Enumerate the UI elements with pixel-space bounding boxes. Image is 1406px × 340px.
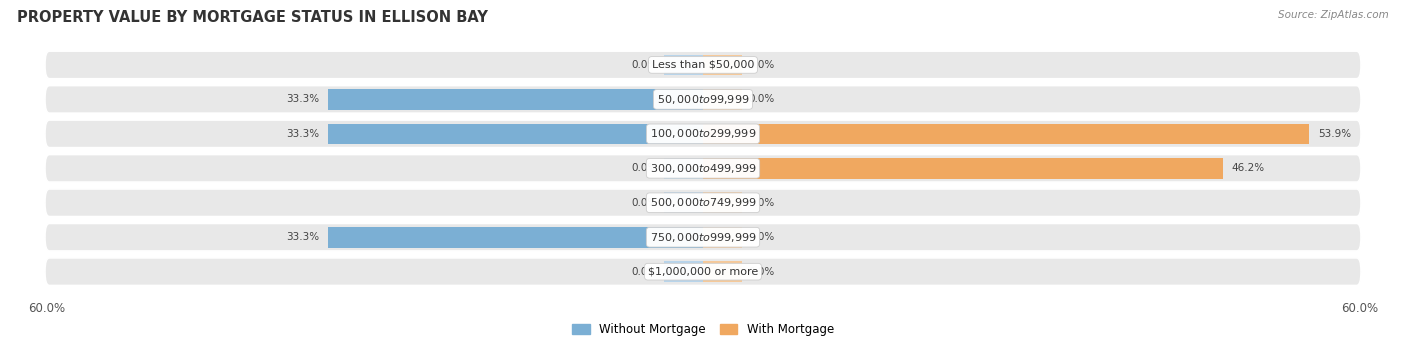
Text: $100,000 to $299,999: $100,000 to $299,999 (650, 128, 756, 140)
FancyBboxPatch shape (45, 120, 1361, 148)
Text: 0.0%: 0.0% (748, 267, 775, 277)
Bar (703, 261, 742, 282)
Text: $50,000 to $99,999: $50,000 to $99,999 (657, 93, 749, 106)
Text: PROPERTY VALUE BY MORTGAGE STATUS IN ELLISON BAY: PROPERTY VALUE BY MORTGAGE STATUS IN ELL… (17, 10, 488, 25)
Bar (329, 89, 703, 110)
Text: 0.0%: 0.0% (631, 163, 658, 173)
Text: 33.3%: 33.3% (287, 129, 319, 139)
Bar (329, 123, 703, 144)
Bar (703, 192, 742, 213)
Bar (703, 89, 742, 110)
Text: $750,000 to $999,999: $750,000 to $999,999 (650, 231, 756, 244)
Text: 0.0%: 0.0% (631, 60, 658, 70)
Text: 0.0%: 0.0% (631, 267, 658, 277)
FancyBboxPatch shape (45, 86, 1361, 113)
Text: 0.0%: 0.0% (748, 95, 775, 104)
Text: 53.9%: 53.9% (1319, 129, 1351, 139)
FancyBboxPatch shape (45, 189, 1361, 217)
Text: 0.0%: 0.0% (748, 232, 775, 242)
Text: 0.0%: 0.0% (748, 60, 775, 70)
FancyBboxPatch shape (45, 258, 1361, 286)
Text: Less than $50,000: Less than $50,000 (652, 60, 754, 70)
Text: 0.0%: 0.0% (748, 198, 775, 208)
FancyBboxPatch shape (45, 154, 1361, 182)
Bar (329, 227, 703, 248)
Text: 60.0%: 60.0% (28, 302, 65, 315)
FancyBboxPatch shape (45, 51, 1361, 79)
Text: Source: ZipAtlas.com: Source: ZipAtlas.com (1278, 10, 1389, 20)
Text: 60.0%: 60.0% (1341, 302, 1378, 315)
Bar (664, 158, 703, 178)
Text: 0.0%: 0.0% (631, 198, 658, 208)
Bar (664, 55, 703, 75)
Text: 33.3%: 33.3% (287, 232, 319, 242)
Bar (703, 55, 742, 75)
Text: $300,000 to $499,999: $300,000 to $499,999 (650, 162, 756, 175)
Bar (703, 227, 742, 248)
FancyBboxPatch shape (45, 223, 1361, 251)
Text: $500,000 to $749,999: $500,000 to $749,999 (650, 196, 756, 209)
Text: 33.3%: 33.3% (287, 95, 319, 104)
Bar (664, 192, 703, 213)
Text: $1,000,000 or more: $1,000,000 or more (648, 267, 758, 277)
Text: 46.2%: 46.2% (1232, 163, 1265, 173)
Bar (703, 158, 1223, 178)
Bar (703, 123, 1309, 144)
Bar (664, 261, 703, 282)
Legend: Without Mortgage, With Mortgage: Without Mortgage, With Mortgage (567, 319, 839, 340)
